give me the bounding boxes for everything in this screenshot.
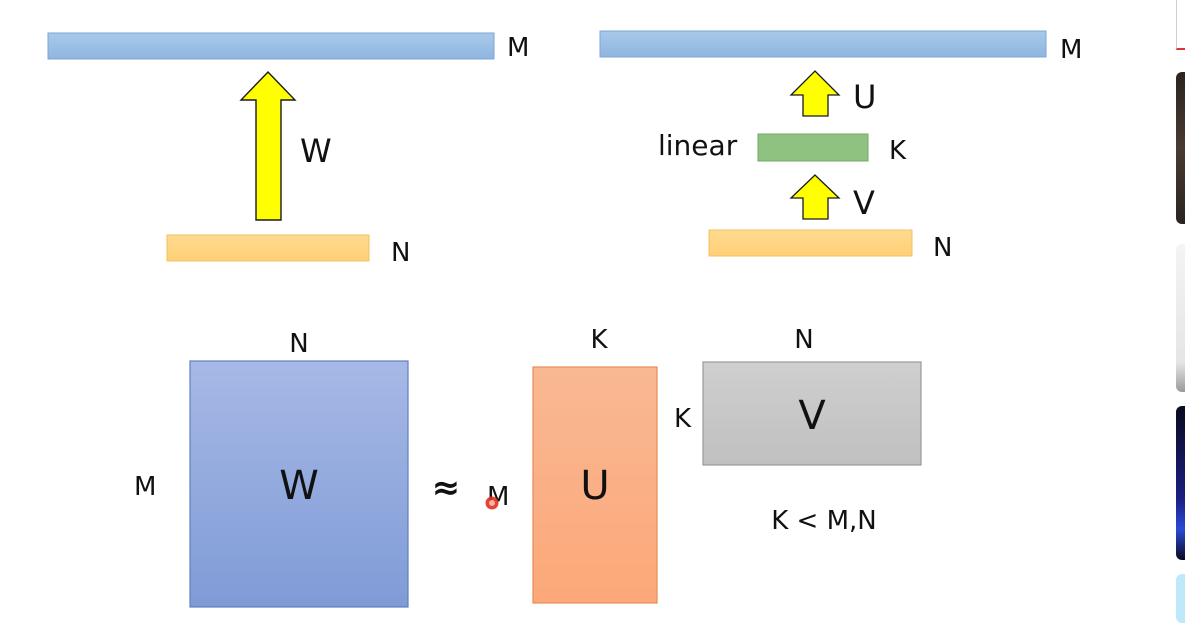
v-matrix-side-label: K xyxy=(674,404,692,434)
output-layer-label-right: M xyxy=(1060,35,1082,65)
v-matrix-label: V xyxy=(798,393,826,439)
linear-label: linear xyxy=(658,129,738,162)
input-layer-label-right: N xyxy=(933,233,952,263)
laser-pointer-icon xyxy=(485,496,499,510)
input-layer-bar-right xyxy=(708,229,913,257)
u-arrow-icon xyxy=(789,70,841,117)
approx-symbol: ≈ xyxy=(432,468,461,508)
slide-thumbnail-1[interactable] xyxy=(1176,0,1185,50)
input-layer-label: N xyxy=(391,238,410,268)
w-matrix-side-label: M xyxy=(134,472,156,502)
factorized-mapping: M U linear K V N xyxy=(599,30,1082,263)
matrix-factorization: N M W ≈ K M U N K V K < M,N xyxy=(134,325,922,608)
slide-thumbnail-5[interactable] xyxy=(1176,574,1185,623)
transform-u-label: U xyxy=(853,78,876,116)
u-matrix-top-label: K xyxy=(590,325,608,355)
hidden-layer-label: K xyxy=(889,136,907,166)
slide-thumbnail-2[interactable] xyxy=(1176,72,1185,224)
slide-thumbnail-3[interactable] xyxy=(1176,244,1185,392)
w-matrix xyxy=(189,360,409,608)
v-matrix-top-label: N xyxy=(794,325,813,355)
output-layer-bar xyxy=(47,32,495,60)
output-layer-bar-right xyxy=(599,30,1047,58)
hidden-layer-bar xyxy=(757,133,869,162)
transform-v-label: V xyxy=(853,184,875,222)
transform-w-label: W xyxy=(300,132,332,170)
u-matrix-label: U xyxy=(580,463,609,509)
slide-thumbnail-4[interactable] xyxy=(1176,406,1185,560)
v-arrow-icon xyxy=(789,174,841,220)
u-matrix xyxy=(532,366,658,604)
w-arrow-icon xyxy=(239,70,297,221)
w-matrix-label: W xyxy=(279,463,319,509)
output-layer-label: M xyxy=(507,33,529,63)
input-layer-bar xyxy=(166,234,370,262)
v-matrix xyxy=(702,361,922,466)
full-rank-mapping: M W N xyxy=(47,32,529,268)
rank-condition: K < M,N xyxy=(771,506,877,536)
w-matrix-top-label: N xyxy=(289,329,308,359)
